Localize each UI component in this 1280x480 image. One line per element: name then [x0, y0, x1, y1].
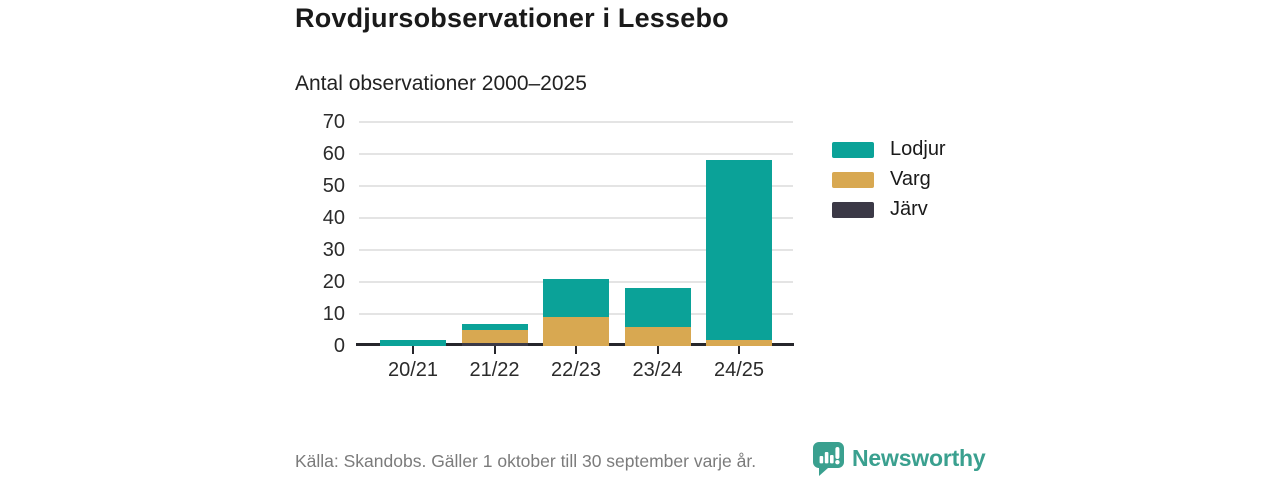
legend-row: Lodjur — [832, 138, 946, 160]
bar-segment-lodjur — [461, 323, 528, 330]
bar-segment-varg — [624, 326, 691, 346]
x-tick-label: 20/21 — [387, 359, 439, 381]
bar-segment-lodjur — [706, 160, 772, 340]
brand-name: Newsworthy — [852, 445, 986, 471]
legend-label: Lodjur — [890, 138, 946, 160]
bar-segment-järv — [461, 342, 528, 346]
x-axis-tick-labels: 20/21 21/22 22/23 23/24 24/25 — [359, 359, 793, 385]
gridline — [359, 249, 793, 251]
newsworthy-logo-icon — [813, 442, 844, 476]
x-tick-label: 24/25 — [713, 359, 765, 381]
legend-swatch-varg — [832, 171, 874, 188]
gridline — [359, 121, 793, 123]
legend-swatch-järv — [832, 201, 874, 218]
bar-segment-lodjur — [624, 288, 691, 327]
legend-row: Varg — [832, 168, 946, 190]
plot-area — [356, 121, 794, 354]
page-title: Rovdjursobservationer i Lessebo — [295, 3, 729, 33]
legend-swatch-lodjur — [832, 141, 874, 158]
x-axis-tick — [493, 346, 496, 354]
y-tick-label: 70 — [322, 111, 345, 133]
legend: Lodjur Varg Järv — [832, 138, 946, 231]
bar-segment-lodjur — [543, 278, 609, 318]
source-note: Källa: Skandobs. Gäller 1 oktober till 3… — [295, 451, 757, 471]
bar-segment-lodjur — [380, 339, 446, 346]
chart-subtitle: Antal observationer 2000–2025 — [295, 72, 587, 95]
x-axis-tick — [412, 346, 414, 354]
y-tick-label: 30 — [322, 239, 345, 261]
x-tick-label: 21/22 — [469, 359, 520, 381]
x-axis-tick — [656, 346, 659, 354]
gridline — [359, 217, 793, 219]
y-tick-label: 10 — [322, 303, 345, 325]
bar-segment-varg — [543, 317, 609, 346]
x-axis-tick — [738, 346, 740, 354]
y-tick-label: 60 — [322, 143, 345, 165]
gridline — [359, 185, 793, 187]
y-tick-label: 40 — [322, 207, 345, 229]
y-axis-tick-labels: 0 10 20 30 40 50 60 70 — [287, 111, 345, 357]
gridline — [359, 153, 793, 155]
brand-logo: Newsworthy — [812, 441, 986, 476]
legend-label: Järv — [890, 198, 928, 220]
y-tick-label: 50 — [322, 175, 345, 197]
bar-segment-varg — [706, 339, 772, 346]
legend-label: Varg — [890, 168, 931, 190]
bar-segment-varg — [461, 330, 528, 343]
x-tick-label: 23/24 — [632, 359, 683, 381]
x-tick-label: 22/23 — [550, 359, 602, 381]
y-tick-label: 20 — [322, 271, 345, 293]
y-tick-label: 0 — [333, 335, 345, 357]
legend-row: Järv — [832, 198, 946, 220]
x-axis-tick — [575, 346, 577, 354]
